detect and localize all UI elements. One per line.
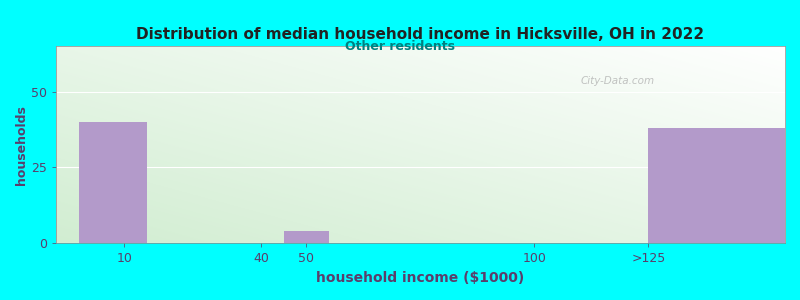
Title: Distribution of median household income in Hicksville, OH in 2022: Distribution of median household income … bbox=[136, 27, 705, 42]
X-axis label: household income ($1000): household income ($1000) bbox=[316, 271, 525, 285]
Y-axis label: households: households bbox=[15, 105, 28, 184]
Text: City-Data.com: City-Data.com bbox=[581, 76, 655, 86]
Bar bbox=[78, 122, 147, 243]
Bar bbox=[648, 128, 800, 243]
Bar bbox=[284, 231, 330, 243]
Text: Other residents: Other residents bbox=[345, 40, 455, 53]
